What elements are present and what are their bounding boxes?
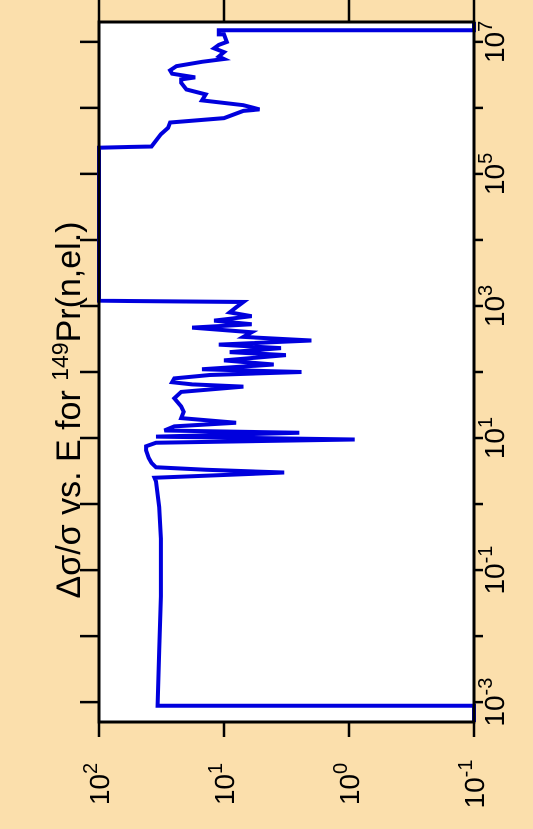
ratio-tick-label: 101 [205,763,240,805]
chart-title-suffix: Pr(n,el.) [50,221,88,342]
ratio-tick-label: 10-1 [455,760,490,809]
energy-tick-label: 10-1 [475,546,510,595]
energy-tick-label: 105 [475,153,510,195]
chart-title: Δσ/σ vs. E for 149Pr(n,el.) [47,221,88,598]
energy-tick-label: 10-3 [475,678,510,727]
chart-title-prefix: Δσ/σ vs. E for [50,381,88,599]
energy-tick-label: 103 [475,285,510,327]
energy-tick-label: 101 [475,417,510,459]
ratio-tick-label: 102 [80,763,115,805]
ratio-tick-label: 100 [330,763,365,805]
plot-frame [97,20,476,724]
series-line [97,22,476,722]
tick-labels: 10-3 10-1 101 103 105 107 102 101 100 10-1 [80,21,510,809]
chart-title-superscript: 149 [47,342,73,380]
energy-tick-label: 107 [475,21,510,63]
